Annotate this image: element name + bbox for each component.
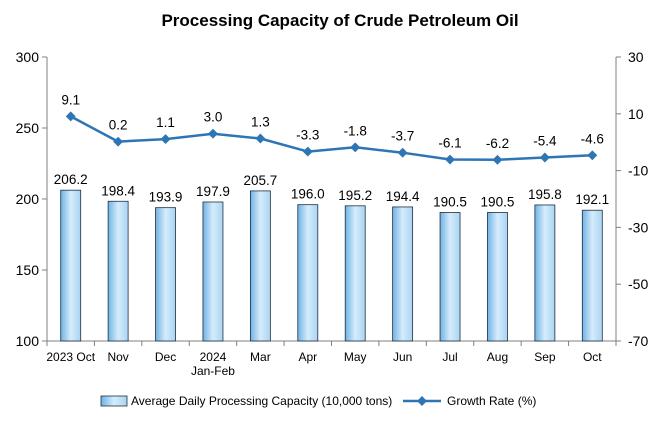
right-axis-tick-label: -10 — [628, 163, 648, 179]
growth-rate-marker — [445, 154, 455, 165]
bar — [534, 204, 556, 342]
category-label-line: Mar — [250, 350, 271, 364]
bars-layer — [60, 189, 603, 342]
category-label-line: Aug — [487, 350, 508, 364]
bar — [581, 209, 603, 342]
growth-rate-marker — [255, 133, 266, 144]
right-axis-tick-label: -50 — [628, 276, 648, 292]
bar — [107, 200, 129, 342]
growth-rate-data-label: -5.4 — [533, 134, 557, 149]
bar-data-label: 195.2 — [338, 188, 372, 203]
category-label: Jul — [442, 350, 457, 364]
bar — [392, 206, 414, 342]
growth-rate-marker — [539, 152, 550, 163]
category-label: Oct — [583, 350, 602, 364]
left-axis-tick-label: 200 — [16, 191, 40, 207]
growth-rate-data-label: -3.7 — [391, 129, 414, 144]
right-axis-tick-label: 10 — [628, 106, 644, 122]
category-label-line: Sep — [534, 350, 556, 364]
bar-data-label: 205.7 — [243, 173, 277, 188]
bar — [439, 212, 461, 342]
growth-rate-data-label: -1.8 — [344, 123, 367, 138]
axes-layer: 300 250 200 150 100 30 10 -10 -30 -50 -70 — [16, 49, 649, 349]
category-label-line: Dec — [155, 350, 176, 364]
right-axis-tick-label: -70 — [628, 333, 648, 349]
category-label: Dec — [155, 350, 176, 364]
growth-rate-data-label: 1.1 — [156, 115, 175, 130]
categories-layer: 2023 Oct Nov Dec 2024 Jan-Feb Mar Apr May Jun Jul… — [46, 350, 602, 378]
bar-data-label: 198.4 — [101, 183, 135, 198]
category-label-line: 2024 — [200, 350, 227, 364]
bar-data-label: 190.5 — [433, 194, 467, 209]
category-label-line: Jun — [393, 350, 412, 364]
growth-rate-data-label: 3.0 — [204, 110, 223, 125]
category-label-line: Apr — [298, 350, 317, 364]
category-label-line: Jul — [442, 350, 457, 364]
bar-data-label: 190.5 — [481, 194, 515, 209]
category-label: Mar — [250, 350, 271, 364]
growth-rate-line — [70, 115, 593, 162]
growth-rate-marker — [113, 136, 124, 147]
category-label-line: May — [344, 350, 367, 364]
growth-rate-marker — [350, 142, 361, 153]
legend-line-marker — [417, 396, 427, 406]
bar-data-label: 206.2 — [54, 172, 88, 187]
category-label: Nov — [107, 350, 128, 364]
growth-rate-marker — [397, 147, 408, 158]
growth-rate-marker — [302, 146, 313, 157]
growth-rate-marker — [492, 154, 503, 165]
bar — [344, 205, 366, 342]
category-label-line: Jan-Feb — [191, 364, 235, 378]
bar-data-label: 194.4 — [386, 189, 420, 204]
growth-rate-marker — [587, 150, 598, 161]
category-label: Sep — [534, 350, 556, 364]
bar — [155, 207, 176, 342]
right-axis-tick-label: 30 — [628, 49, 644, 65]
category-label-line: Nov — [107, 350, 128, 364]
chart-title: Processing Capacity of Crude Petroleum O… — [161, 11, 518, 30]
bar — [487, 212, 508, 342]
category-label: Apr — [298, 350, 317, 364]
right-axis-tick-label: -30 — [628, 219, 648, 235]
growth-rate-data-label: 9.1 — [61, 92, 80, 107]
growth-rate-marker — [208, 128, 218, 139]
left-axis-tick-label: 300 — [16, 49, 40, 65]
bar — [60, 189, 82, 342]
line-layer — [65, 111, 598, 165]
bar — [297, 204, 319, 342]
category-label-line: 2023 Oct — [46, 350, 95, 364]
growth-rate-marker — [65, 111, 76, 122]
bar — [202, 201, 224, 342]
growth-rate-data-label: 0.2 — [109, 118, 128, 133]
growth-rate-data-label: -6.2 — [486, 136, 509, 151]
growth-rate-data-label: -6.1 — [438, 136, 461, 151]
category-label: 2024 Jan-Feb — [191, 350, 235, 378]
left-axis-tick-label: 100 — [16, 333, 40, 349]
growth-rate-data-label: -4.6 — [581, 131, 604, 146]
left-axis-tick-label: 250 — [16, 120, 40, 136]
line-labels-layer: 9.1 0.2 1.1 3.0 1.3 -3.3 -1.8 -3.7 -6.1 -6.2 -5.4 -… — [61, 92, 604, 150]
legend-bar-label: Average Daily Processing Capacity (10,00… — [131, 394, 392, 408]
left-axis-tick-label: 150 — [16, 262, 40, 278]
category-label: Aug — [487, 350, 508, 364]
bar-labels-layer: 206.2 198.4 193.9 197.9 205.7 196.0 195.2 194.4… — [54, 172, 609, 209]
category-label: Jun — [393, 350, 412, 364]
bar-data-label: 197.9 — [196, 184, 230, 199]
legend: Average Daily Processing Capacity (10,00… — [100, 394, 536, 408]
growth-rate-data-label: -3.3 — [296, 128, 319, 143]
legend-bar-swatch — [100, 395, 128, 407]
bar-data-label: 196.0 — [291, 187, 325, 202]
category-label-line: Oct — [583, 350, 602, 364]
bar — [249, 190, 271, 342]
legend-line-label: Growth Rate (%) — [447, 394, 536, 408]
bar-data-label: 192.1 — [575, 192, 609, 207]
growth-rate-data-label: 1.3 — [251, 115, 270, 130]
bar-data-label: 195.8 — [528, 187, 562, 202]
bar-data-label: 193.9 — [149, 190, 183, 205]
growth-rate-marker — [160, 134, 171, 145]
category-label: May — [344, 350, 367, 364]
category-label: 2023 Oct — [46, 350, 95, 364]
